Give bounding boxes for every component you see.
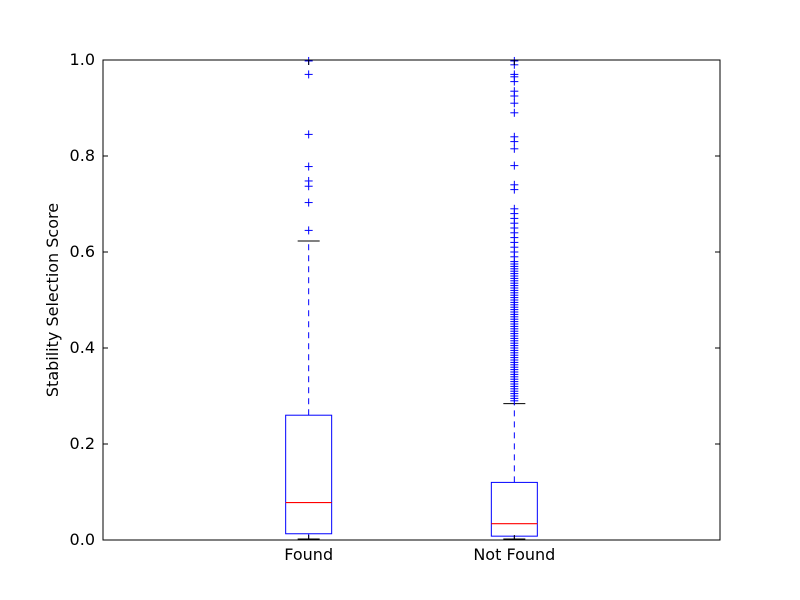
y-tick-label: 0.2 — [70, 434, 95, 453]
outlier-point — [510, 132, 519, 141]
outlier-point — [510, 108, 519, 117]
y-tick-label: 0.0 — [70, 530, 95, 549]
y-tick-label: 0.8 — [70, 146, 95, 165]
outlier-point — [304, 130, 313, 139]
x-tick-label: Found — [284, 545, 333, 564]
outlier-point — [304, 226, 313, 235]
iqr-box — [490, 481, 538, 537]
y-axis-label: Stability Selection Score — [43, 203, 62, 397]
outlier-point — [304, 162, 313, 171]
outlier-point — [304, 70, 313, 79]
y-tick-label: 0.4 — [70, 338, 95, 357]
plot-frame — [102, 59, 721, 541]
outlier-point — [510, 180, 519, 189]
outlier-point — [510, 161, 519, 170]
outlier-point — [510, 99, 519, 108]
outlier-point — [510, 204, 519, 213]
outlier-point — [510, 144, 519, 153]
x-tick-label: Not Found — [473, 545, 555, 564]
y-tick-label: 0.6 — [70, 242, 95, 261]
y-tick-label: 1.0 — [70, 50, 95, 69]
outlier-point — [510, 87, 519, 96]
outlier-point — [304, 176, 313, 185]
x-axis-ticks: Found Not Found — [284, 60, 555, 564]
plot-layer — [285, 56, 538, 540]
y-axis-ticks: 0.0 0.2 0.4 0.6 0.8 1.0 — [70, 50, 720, 549]
box-group — [490, 56, 538, 540]
outlier-point — [304, 198, 313, 207]
outlier-point — [510, 70, 519, 79]
iqr-box — [285, 414, 333, 535]
box-group — [285, 56, 333, 540]
